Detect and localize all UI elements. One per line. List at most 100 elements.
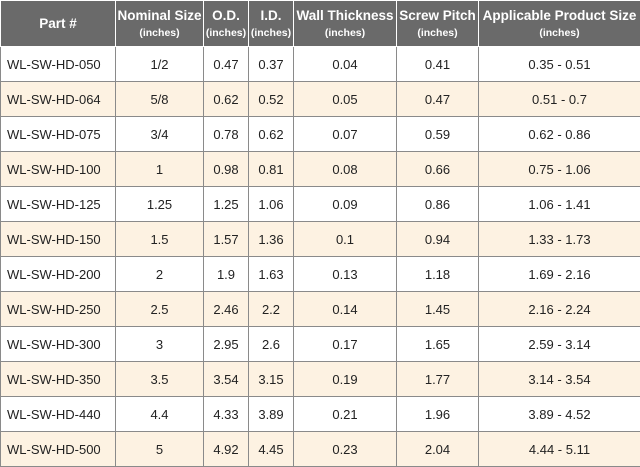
cell-od: 2.95 [204, 327, 249, 362]
cell-nominal-size: 2.5 [116, 292, 204, 327]
cell-wall-thickness: 0.23 [294, 432, 397, 467]
cell-part-number: WL-SW-HD-050 [1, 47, 116, 82]
cell-screw-pitch: 0.86 [397, 187, 479, 222]
cell-applicable-product-size: 3.89 - 4.52 [479, 397, 640, 432]
cell-screw-pitch: 0.94 [397, 222, 479, 257]
cell-screw-pitch: 1.96 [397, 397, 479, 432]
cell-id: 0.52 [249, 82, 294, 117]
cell-wall-thickness: 0.1 [294, 222, 397, 257]
cell-part-number: WL-SW-HD-440 [1, 397, 116, 432]
cell-wall-thickness: 0.04 [294, 47, 397, 82]
cell-od: 1.25 [204, 187, 249, 222]
header-wall-thickness: Wall Thickness(inches) [294, 1, 397, 47]
cell-id: 2.6 [249, 327, 294, 362]
cell-applicable-product-size: 0.35 - 0.51 [479, 47, 640, 82]
cell-nominal-size: 3 [116, 327, 204, 362]
cell-part-number: WL-SW-HD-350 [1, 362, 116, 397]
cell-wall-thickness: 0.09 [294, 187, 397, 222]
cell-wall-thickness: 0.13 [294, 257, 397, 292]
cell-part-number: WL-SW-HD-125 [1, 187, 116, 222]
cell-nominal-size: 3.5 [116, 362, 204, 397]
cell-nominal-size: 3/4 [116, 117, 204, 152]
header-part-number: Part # [1, 1, 116, 47]
cell-od: 0.62 [204, 82, 249, 117]
cell-nominal-size: 5/8 [116, 82, 204, 117]
header-screw-pitch: Screw Pitch(inches) [397, 1, 479, 47]
header-row: Part # Nominal Size(inches) O.D.(inches)… [1, 1, 640, 47]
cell-id: 1.36 [249, 222, 294, 257]
cell-wall-thickness: 0.19 [294, 362, 397, 397]
cell-wall-thickness: 0.08 [294, 152, 397, 187]
cell-wall-thickness: 0.05 [294, 82, 397, 117]
cell-nominal-size: 2 [116, 257, 204, 292]
cell-applicable-product-size: 1.33 - 1.73 [479, 222, 640, 257]
cell-screw-pitch: 0.59 [397, 117, 479, 152]
cell-od: 1.57 [204, 222, 249, 257]
cell-part-number: WL-SW-HD-150 [1, 222, 116, 257]
cell-id: 2.2 [249, 292, 294, 327]
cell-applicable-product-size: 0.51 - 0.7 [479, 82, 640, 117]
cell-applicable-product-size: 1.69 - 2.16 [479, 257, 640, 292]
cell-applicable-product-size: 3.14 - 3.54 [479, 362, 640, 397]
cell-part-number: WL-SW-HD-200 [1, 257, 116, 292]
cell-wall-thickness: 0.07 [294, 117, 397, 152]
cell-wall-thickness: 0.21 [294, 397, 397, 432]
cell-id: 0.81 [249, 152, 294, 187]
cell-screw-pitch: 2.04 [397, 432, 479, 467]
cell-part-number: WL-SW-HD-075 [1, 117, 116, 152]
cell-nominal-size: 1.5 [116, 222, 204, 257]
cell-part-number: WL-SW-HD-250 [1, 292, 116, 327]
cell-screw-pitch: 1.77 [397, 362, 479, 397]
cell-od: 0.78 [204, 117, 249, 152]
header-id: I.D.(inches) [249, 1, 294, 47]
cell-wall-thickness: 0.17 [294, 327, 397, 362]
cell-od: 3.54 [204, 362, 249, 397]
cell-nominal-size: 1/2 [116, 47, 204, 82]
cell-applicable-product-size: 1.06 - 1.41 [479, 187, 640, 222]
cell-od: 0.47 [204, 47, 249, 82]
cell-nominal-size: 1.25 [116, 187, 204, 222]
cell-id: 4.45 [249, 432, 294, 467]
header-nominal-size: Nominal Size(inches) [116, 1, 204, 47]
cell-id: 1.06 [249, 187, 294, 222]
header-applicable-product-size: Applicable Product Size(inches) [479, 1, 640, 47]
cell-applicable-product-size: 2.16 - 2.24 [479, 292, 640, 327]
cell-screw-pitch: 1.45 [397, 292, 479, 327]
cell-part-number: WL-SW-HD-064 [1, 82, 116, 117]
cell-id: 3.15 [249, 362, 294, 397]
cell-nominal-size: 1 [116, 152, 204, 187]
cell-screw-pitch: 1.65 [397, 327, 479, 362]
cell-id: 1.63 [249, 257, 294, 292]
cell-id: 0.37 [249, 47, 294, 82]
cell-id: 3.89 [249, 397, 294, 432]
cell-nominal-size: 5 [116, 432, 204, 467]
cell-od: 4.33 [204, 397, 249, 432]
cell-applicable-product-size: 0.62 - 0.86 [479, 117, 640, 152]
header-od: O.D.(inches) [204, 1, 249, 47]
cell-id: 0.62 [249, 117, 294, 152]
cell-screw-pitch: 1.18 [397, 257, 479, 292]
cell-od: 1.9 [204, 257, 249, 292]
cell-part-number: WL-SW-HD-100 [1, 152, 116, 187]
cell-applicable-product-size: 0.75 - 1.06 [479, 152, 640, 187]
cell-screw-pitch: 0.41 [397, 47, 479, 82]
cell-part-number: WL-SW-HD-500 [1, 432, 116, 467]
cell-od: 2.46 [204, 292, 249, 327]
cell-part-number: WL-SW-HD-300 [1, 327, 116, 362]
cell-od: 0.98 [204, 152, 249, 187]
cell-od: 4.92 [204, 432, 249, 467]
